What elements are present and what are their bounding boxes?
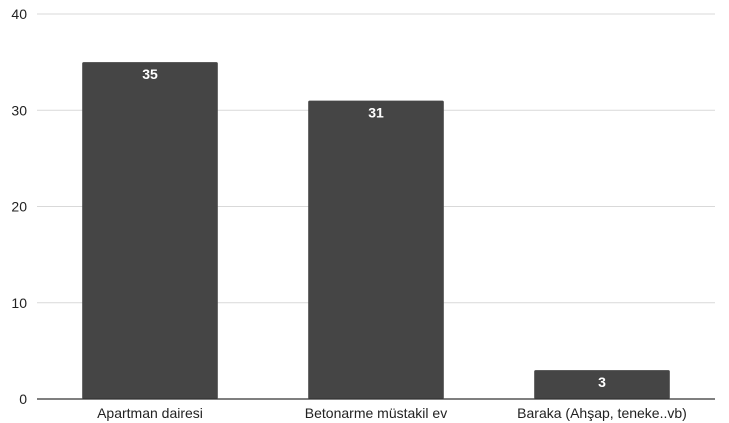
x-category-label: Betonarme müstakil ev bbox=[305, 405, 447, 421]
bar-value-label: 3 bbox=[598, 374, 606, 390]
bar bbox=[82, 62, 218, 399]
y-tick-label: 20 bbox=[11, 199, 27, 215]
bars bbox=[82, 62, 670, 399]
y-tick-label: 0 bbox=[19, 391, 27, 407]
bar-value-label: 31 bbox=[368, 105, 384, 121]
y-tick-label: 30 bbox=[11, 102, 27, 118]
bar-value-label: 35 bbox=[142, 66, 158, 82]
labels: 0 10 20 30 40 35 Apartman dairesi 31 Betonarme m… bbox=[11, 6, 686, 421]
y-tick-label: 10 bbox=[11, 295, 27, 311]
bar bbox=[534, 370, 670, 399]
y-tick-label: 40 bbox=[11, 6, 27, 22]
x-category-label: Baraka (Ahşap, teneke..vb) bbox=[517, 405, 687, 421]
bar bbox=[308, 100, 444, 399]
x-category-label: Apartman dairesi bbox=[97, 405, 203, 421]
